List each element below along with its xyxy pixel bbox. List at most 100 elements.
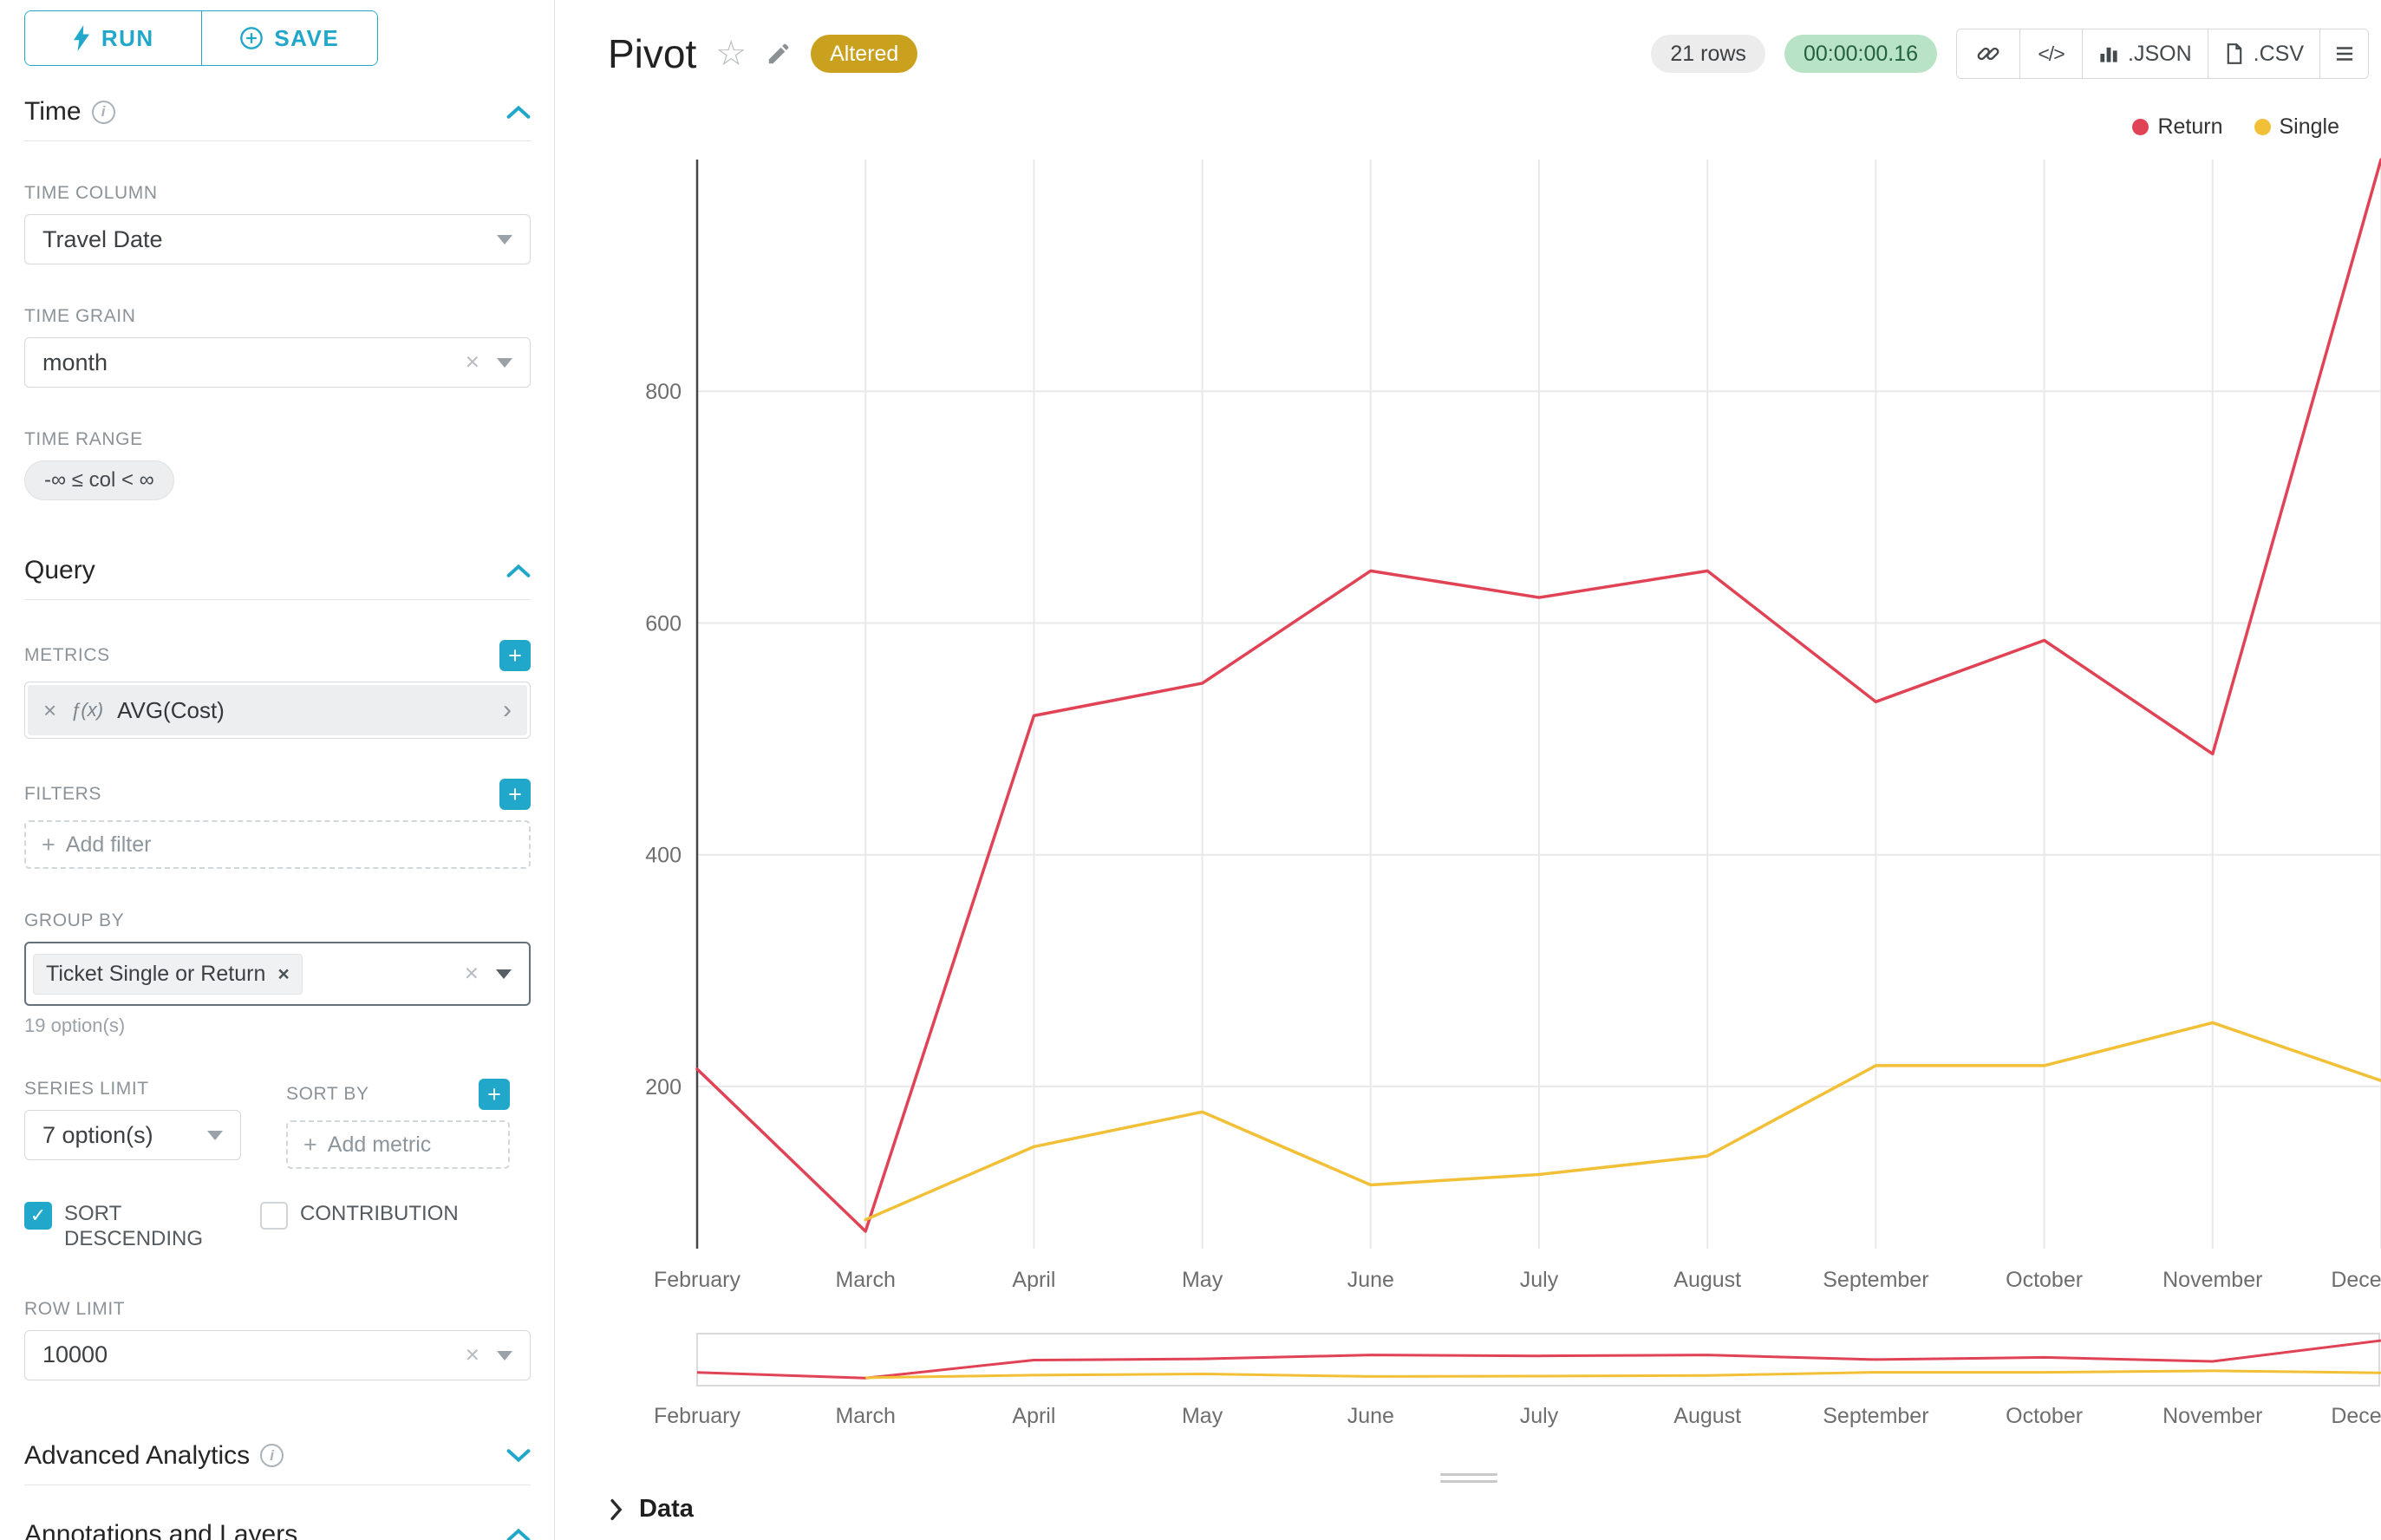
time-range-label: TIME RANGE bbox=[24, 429, 143, 449]
svg-text:August: August bbox=[1673, 1268, 1741, 1292]
run-button[interactable]: RUN bbox=[25, 11, 201, 65]
svg-text:November: November bbox=[2162, 1404, 2262, 1428]
edit-title-icon[interactable] bbox=[766, 41, 792, 67]
contribution-label: CONTRIBUTION bbox=[300, 1202, 459, 1225]
time-range-pill[interactable]: -∞ ≤ col < ∞ bbox=[24, 460, 174, 500]
bar-chart-icon bbox=[2100, 47, 2117, 62]
code-icon: </> bbox=[2038, 42, 2065, 65]
row-limit-value: 10000 bbox=[42, 1341, 108, 1368]
group-by-label: GROUP BY bbox=[24, 910, 125, 930]
clear-icon[interactable]: × bbox=[465, 1340, 479, 1367]
metric-chip[interactable]: × ƒ(x) AVG(Cost) › bbox=[28, 685, 527, 735]
copy-link-button[interactable] bbox=[1957, 29, 2020, 78]
svg-text:May: May bbox=[1182, 1404, 1223, 1428]
time-section-header[interactable]: Time i bbox=[24, 97, 531, 141]
export-toolbar: </> .JSON .CSV bbox=[1956, 29, 2369, 79]
add-sort-metric-dropzone[interactable]: + Add metric bbox=[286, 1120, 510, 1169]
svg-text:August: August bbox=[1673, 1404, 1741, 1428]
remove-tag-icon[interactable]: × bbox=[277, 962, 290, 985]
filters-label: FILTERS bbox=[24, 784, 101, 804]
sort-descending-label: SORT DESCENDING bbox=[64, 1202, 204, 1250]
query-section-header[interactable]: Query bbox=[24, 556, 531, 600]
group-by-tag[interactable]: Ticket Single or Return × bbox=[33, 953, 303, 995]
panel-resize-handle[interactable] bbox=[1439, 1469, 1497, 1487]
legend-label: Single bbox=[2279, 114, 2340, 139]
legend-item-single[interactable]: Single bbox=[2254, 114, 2340, 140]
svg-text:September: September bbox=[1823, 1404, 1928, 1428]
query-section-title: Query bbox=[24, 556, 95, 584]
time-section-title: Time bbox=[24, 97, 82, 126]
svg-text:400: 400 bbox=[645, 844, 682, 868]
save-button[interactable]: SAVE bbox=[200, 11, 377, 65]
svg-text:April: April bbox=[1012, 1404, 1055, 1428]
json-label: .JSON bbox=[2128, 41, 2192, 66]
caret-down-icon bbox=[497, 358, 512, 368]
advanced-analytics-header[interactable]: Advanced Analytics i bbox=[24, 1441, 531, 1485]
metrics-box: × ƒ(x) AVG(Cost) › bbox=[24, 682, 531, 739]
svg-text:April: April bbox=[1012, 1268, 1055, 1292]
row-limit-select[interactable]: 10000 × bbox=[24, 1329, 531, 1380]
time-grain-select[interactable]: month × bbox=[24, 337, 531, 388]
group-by-select[interactable]: Ticket Single or Return × × bbox=[24, 942, 531, 1006]
chevron-up-icon[interactable] bbox=[506, 564, 531, 578]
series-limit-select[interactable]: 7 option(s) bbox=[24, 1110, 241, 1160]
svg-text:June: June bbox=[1347, 1404, 1394, 1428]
chevron-down-icon[interactable] bbox=[506, 1448, 531, 1463]
line-chart[interactable]: 200 400 600 800 February March April May June Jul… bbox=[556, 130, 2381, 1327]
remove-metric-icon[interactable]: × bbox=[43, 696, 57, 723]
time-column-select[interactable]: Travel Date bbox=[24, 214, 531, 264]
advanced-analytics-title: Advanced Analytics bbox=[24, 1440, 251, 1470]
sort-by-label: SORT BY bbox=[286, 1084, 369, 1104]
group-by-tag-label: Ticket Single or Return bbox=[46, 961, 266, 986]
annotations-header[interactable]: Annotations and Layers bbox=[24, 1520, 531, 1540]
add-filter-dropzone[interactable]: + Add filter bbox=[24, 820, 531, 869]
svg-text:May: May bbox=[1182, 1268, 1223, 1292]
add-filter-placeholder: Add filter bbox=[65, 832, 152, 857]
export-json-button[interactable]: .JSON bbox=[2082, 29, 2208, 78]
svg-text:March: March bbox=[835, 1268, 895, 1292]
file-icon bbox=[2227, 43, 2241, 64]
svg-text:800: 800 bbox=[645, 380, 682, 404]
checkbox-icon[interactable] bbox=[24, 1202, 52, 1230]
checkbox-icon[interactable] bbox=[260, 1202, 288, 1230]
svg-text:September: September bbox=[1823, 1268, 1928, 1292]
add-sort-metric-button[interactable]: + bbox=[479, 1079, 510, 1110]
export-csv-button[interactable]: .CSV bbox=[2207, 29, 2319, 78]
data-panel-toggle[interactable]: Data bbox=[608, 1495, 694, 1524]
caret-down-icon bbox=[497, 1350, 512, 1361]
chevron-up-icon[interactable] bbox=[506, 1528, 531, 1540]
chart-menu-button[interactable] bbox=[2319, 29, 2368, 78]
add-filter-button[interactable]: + bbox=[499, 779, 531, 810]
range-selector-chart[interactable]: February March April May June July August Septe… bbox=[556, 1333, 2381, 1430]
embed-code-button[interactable]: </> bbox=[2019, 29, 2083, 78]
chevron-right-icon[interactable]: › bbox=[503, 695, 512, 724]
legend-dot-icon bbox=[2132, 119, 2149, 135]
legend-dot-icon bbox=[2254, 119, 2271, 135]
chart-panel: Pivot ☆ Altered 21 rows 00:00:00.16 </> … bbox=[556, 0, 2381, 1540]
svg-text:600: 600 bbox=[645, 611, 682, 636]
sort-descending-checkbox[interactable]: SORT DESCENDING bbox=[24, 1202, 220, 1252]
svg-text:October: October bbox=[2006, 1268, 2083, 1292]
legend-item-return[interactable]: Return bbox=[2132, 114, 2223, 140]
altered-badge[interactable]: Altered bbox=[811, 35, 918, 73]
metric-value: AVG(Cost) bbox=[117, 696, 225, 723]
chevron-up-icon[interactable] bbox=[506, 105, 531, 119]
time-grain-label: TIME GRAIN bbox=[24, 306, 136, 326]
series-limit-value: 7 option(s) bbox=[42, 1121, 153, 1148]
save-icon bbox=[240, 27, 264, 49]
run-save-group: RUN SAVE bbox=[24, 10, 378, 66]
clear-icon[interactable]: × bbox=[465, 348, 479, 375]
chevron-right-icon bbox=[610, 1498, 623, 1520]
svg-text:200: 200 bbox=[645, 1075, 682, 1100]
time-grain-value: month bbox=[42, 349, 108, 375]
clear-icon[interactable]: × bbox=[464, 959, 479, 987]
sort-by-placeholder: Add metric bbox=[327, 1132, 432, 1157]
contribution-checkbox[interactable]: CONTRIBUTION bbox=[260, 1202, 459, 1252]
link-icon bbox=[1977, 47, 1999, 61]
svg-text:October: October bbox=[2006, 1404, 2083, 1428]
add-metric-button[interactable]: + bbox=[499, 640, 531, 671]
svg-text:February: February bbox=[654, 1404, 741, 1428]
time-column-value: Travel Date bbox=[42, 225, 163, 252]
favorite-star-icon[interactable]: ☆ bbox=[715, 35, 747, 73]
